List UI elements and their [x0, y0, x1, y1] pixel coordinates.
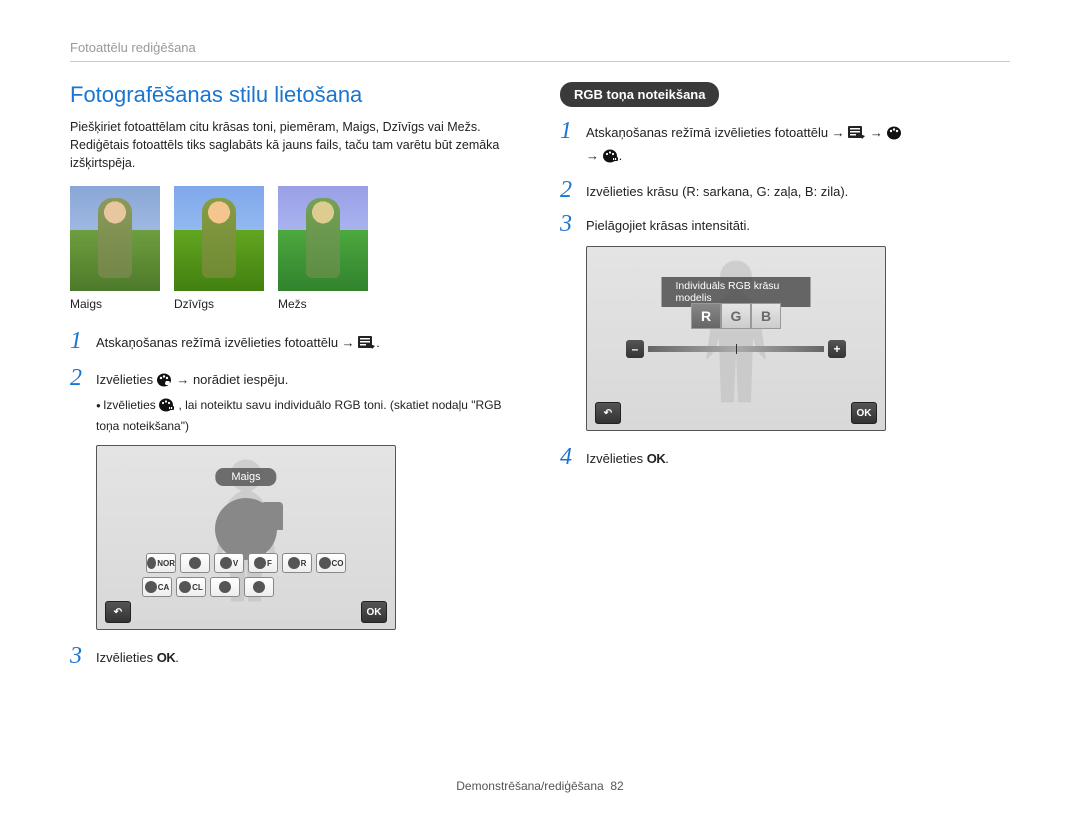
step-number: 3 — [560, 212, 586, 236]
step-text: Pielāgojiet krāsas intensitāti. — [586, 212, 750, 236]
thumb-labels: Maigs Dzīvīgs Mežs — [70, 297, 520, 311]
thumb-label: Dzīvīgs — [174, 297, 264, 311]
style-chip[interactable]: CA — [142, 577, 172, 597]
breadcrumb: Fotoattēlu rediģēšana — [70, 40, 1010, 62]
step-number: 1 — [560, 119, 586, 143]
intensity-slider[interactable]: – + — [626, 339, 846, 359]
step-text: Izvēlieties — [96, 650, 157, 665]
style-label-pill: Maigs — [215, 468, 276, 486]
rgb-palette-icon — [603, 149, 619, 169]
substep-text: Izvēlieties — [103, 398, 159, 412]
back-button[interactable]: ↶ — [105, 601, 131, 623]
ok-glyph: OK — [647, 451, 666, 466]
rgb-tab-b[interactable]: B — [751, 303, 781, 329]
style-chip[interactable]: CL — [176, 577, 206, 597]
rgb-palette-icon — [159, 398, 175, 417]
step-text: Izvēlieties — [586, 451, 647, 466]
left-column: Fotografēšanas stilu lietošana Piešķirie… — [70, 82, 520, 678]
style-chip[interactable]: NOR — [146, 553, 176, 573]
thumb-forest — [278, 186, 368, 291]
style-selection-screen: Maigs NOR V F R CO CA CL — [96, 445, 396, 630]
page-footer: Demonstrēšana/rediģēšana 82 — [0, 779, 1080, 793]
style-thumbnails — [70, 186, 520, 291]
step-text: → norādiet iespēju. — [176, 372, 288, 387]
step-text: Atskaņošanas režīmā izvēlieties fotoattē… — [586, 125, 848, 140]
style-chip[interactable]: R — [282, 553, 312, 573]
step-number: 3 — [70, 644, 96, 668]
style-chip[interactable]: F — [248, 553, 278, 573]
palette-icon — [157, 373, 173, 393]
slider-minus[interactable]: – — [626, 340, 644, 358]
thumb-vivid — [174, 186, 264, 291]
step-text: Atskaņošanas režīmā izvēlieties fotoattē… — [96, 335, 358, 350]
rgb-channel-tabs: R G B — [691, 303, 781, 329]
ok-button[interactable]: OK — [361, 601, 387, 623]
thumb-label: Maigs — [70, 297, 160, 311]
style-chip-rows: NOR V F R CO CA CL — [141, 553, 351, 601]
rgb-tab-g[interactable]: G — [721, 303, 751, 329]
style-chip[interactable] — [180, 553, 210, 573]
subsection-badge: RGB toņa noteikšana — [560, 82, 719, 107]
edit-menu-icon — [358, 336, 376, 356]
right-column: RGB toņa noteikšana 1 Atskaņošanas režīm… — [560, 82, 1010, 678]
step-number: 2 — [560, 178, 586, 202]
step-text: Izvēlieties — [96, 372, 157, 387]
thumb-label: Mežs — [278, 297, 368, 311]
rgb-tab-r[interactable]: R — [691, 303, 721, 329]
step-number: 2 — [70, 366, 96, 390]
palette-icon — [887, 126, 903, 146]
slider-track[interactable] — [648, 346, 824, 352]
step-number: 1 — [70, 329, 96, 353]
ok-button[interactable]: OK — [851, 402, 877, 424]
edit-menu-icon — [848, 126, 866, 146]
palette-large-icon — [215, 498, 277, 560]
thumb-soft — [70, 186, 160, 291]
intro-text: Piešķiriet fotoattēlam citu krāsas toni,… — [70, 118, 520, 172]
style-chip[interactable]: V — [214, 553, 244, 573]
style-chip[interactable] — [244, 577, 274, 597]
section-title: Fotografēšanas stilu lietošana — [70, 82, 520, 108]
style-chip[interactable] — [210, 577, 240, 597]
slider-plus[interactable]: + — [828, 340, 846, 358]
ok-glyph: OK — [157, 650, 176, 665]
step-text: Izvēlieties krāsu (R: sarkana, G: zaļa, … — [586, 178, 848, 202]
style-chip[interactable]: CO — [316, 553, 346, 573]
step-number: 4 — [560, 445, 586, 469]
back-button[interactable]: ↶ — [595, 402, 621, 424]
rgb-adjust-screen: Individuāls RGB krāsu modelis R G B – + … — [586, 246, 886, 431]
